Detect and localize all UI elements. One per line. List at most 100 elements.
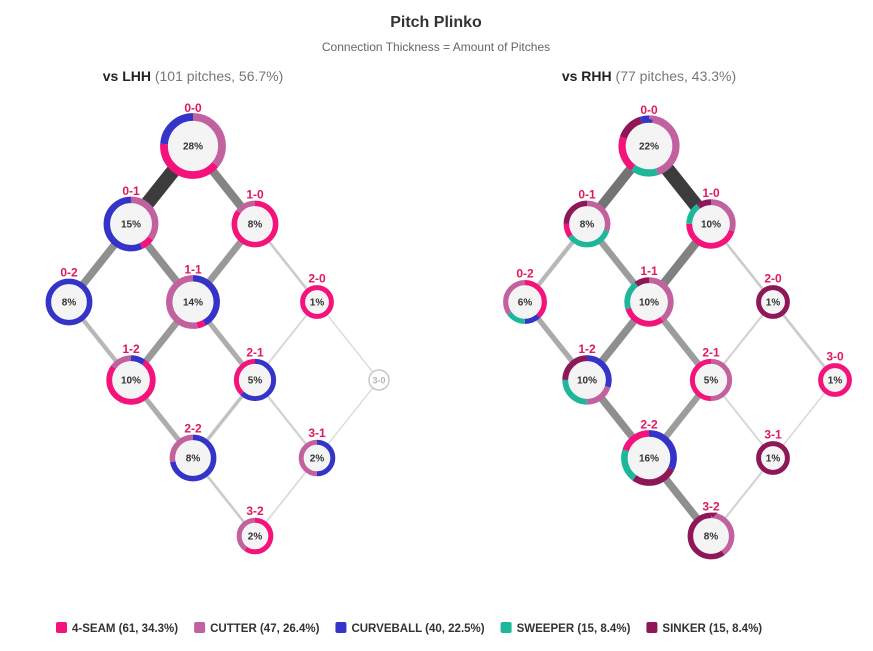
panel-title-lhh-rest: (101 pitches, 56.7%)	[155, 68, 283, 84]
node-inner	[304, 445, 330, 471]
node-inner	[168, 121, 218, 171]
chart-subtitle: Connection Thickness = Amount of Pitches	[322, 40, 550, 54]
count-node-2-1[interactable]: 5% 2-1	[233, 345, 277, 402]
ring-segment-4seam	[621, 430, 677, 486]
node-inner	[823, 368, 847, 392]
node-pct-label: 1%	[766, 454, 781, 465]
legend-sep: ,	[135, 623, 141, 635]
node-pct-label: 28%	[183, 142, 203, 153]
ring-segment-curve	[45, 278, 93, 326]
node-count-label: 2-0	[308, 272, 326, 286]
ring-segment-cutter	[298, 439, 336, 477]
node-inner	[51, 284, 87, 320]
node-count-label: 2-1	[246, 345, 264, 359]
count-node-2-0[interactable]: 1% 2-0	[756, 272, 790, 319]
node-count-label: 1-0	[702, 186, 720, 200]
node-pct-label: 16%	[639, 454, 659, 465]
ring-segment-4seam	[160, 113, 226, 179]
ring-segment-sweeper	[563, 200, 611, 248]
count-node-0-1[interactable]: 8% 0-1	[563, 187, 611, 248]
count-node-0-0[interactable]: 22% 0-0	[618, 103, 680, 177]
legend-label: CUTTER (47, 26.4%)	[210, 623, 319, 635]
ring-segment-4seam	[233, 358, 277, 402]
ring-segment-cutter	[169, 434, 217, 482]
node-pct-label: 2%	[310, 454, 325, 465]
node-count-label: 0-1	[578, 187, 596, 201]
node-inner	[237, 206, 273, 242]
connections	[522, 141, 837, 539]
node-inner	[172, 281, 214, 323]
ring-segment-sinker	[756, 285, 790, 319]
count-node-0-0[interactable]: 28% 0-0	[160, 101, 226, 179]
count-node-0-2[interactable]: 8% 0-2	[45, 265, 93, 326]
node-count-label: 1-1	[184, 262, 202, 276]
count-node-1-2[interactable]: 10% 1-2	[106, 342, 156, 405]
chart-title: Pitch Plinko	[390, 14, 482, 31]
node-pct-label: 8%	[580, 220, 595, 231]
legend-count: 15	[713, 623, 726, 635]
node-pct-label: 10%	[121, 376, 141, 387]
ring-segment-4seam	[618, 115, 680, 177]
count-node-1-0[interactable]: 10% 1-0	[686, 186, 736, 249]
count-node-1-0[interactable]: 8% 1-0	[231, 187, 279, 248]
node-count-label: 3-2	[702, 499, 720, 513]
count-node-2-2[interactable]: 8% 2-2	[169, 421, 217, 482]
count-node-3-1[interactable]: 1% 3-1	[756, 428, 790, 475]
ring-segment-sweeper	[618, 115, 680, 177]
count-node-2-1[interactable]: 5% 2-1	[689, 345, 733, 402]
node-pct-label: 3-0	[372, 376, 385, 386]
legend-name: 4-SEAM	[72, 623, 115, 635]
node-pct-label: 10%	[639, 298, 659, 309]
ring-segment-sinker	[562, 355, 612, 405]
legend-close: )	[316, 623, 320, 635]
legend-item-cutter[interactable]: CUTTER (47, 26.4%)	[194, 622, 320, 635]
node-count-label: 2-0	[764, 272, 782, 286]
ring-segment-sinker	[563, 200, 611, 248]
node-inner	[630, 283, 668, 321]
node-count-label: 0-2	[516, 267, 534, 281]
legend-label: 4-SEAM (61, 34.3%)	[72, 623, 178, 635]
legend-name: CURVEBALL	[351, 623, 422, 635]
legend-close: )	[481, 623, 485, 635]
ring-segment-sinker	[756, 441, 790, 475]
node-count-label: 2-1	[702, 345, 720, 359]
legend-open: (	[706, 623, 713, 635]
legend-pct: 26.4%	[283, 623, 316, 635]
legend-item-4seam[interactable]: 4-SEAM (61, 34.3%)	[56, 622, 178, 635]
ring-segment-sweeper	[562, 355, 612, 405]
legend-item-sweeper[interactable]: SWEEPER (15, 8.4%)	[500, 622, 631, 635]
legend-item-sinker[interactable]: SINKER (15, 8.4%)	[646, 622, 762, 635]
node-inner	[110, 203, 152, 245]
node-count-label: 1-0	[246, 187, 264, 201]
count-node-2-0[interactable]: 1% 2-0	[300, 272, 334, 319]
count-node-3-0[interactable]: 3-0	[368, 369, 390, 391]
node-inner	[175, 440, 211, 476]
node-pct-label: 1%	[828, 376, 843, 387]
count-node-3-1[interactable]: 2% 3-1	[298, 426, 336, 477]
legend-count: 40	[429, 623, 442, 635]
node-pct-label: 5%	[704, 376, 719, 387]
plinko-panel-rhh: 22% 0-0 8% 0-1 10% 1-0 6% 0-2 10% 1-1 1% 2-0 10% 1-2 5…	[503, 103, 852, 560]
legend-count: 15	[581, 623, 594, 635]
count-node-1-2[interactable]: 10% 1-2	[562, 342, 612, 405]
legend-item-curve[interactable]: CURVEBALL (40, 22.5%)	[335, 622, 485, 635]
node-inner	[370, 371, 388, 389]
count-node-0-2[interactable]: 6% 0-2	[503, 267, 547, 324]
ring-segment-sinker	[687, 512, 735, 560]
count-node-2-2[interactable]: 16% 2-2	[621, 417, 677, 486]
count-node-3-0[interactable]: 1% 3-0	[818, 350, 852, 397]
legend-pct: 34.3%	[142, 623, 175, 635]
legend-swatch	[335, 622, 347, 633]
node-count-label: 0-2	[60, 265, 78, 279]
legend-label: SWEEPER (15, 8.4%)	[517, 623, 631, 635]
legend-open: (	[574, 623, 581, 635]
node-count-label: 3-0	[826, 350, 844, 364]
node-pct-label: 22%	[639, 142, 659, 153]
count-node-3-2[interactable]: 2% 3-2	[236, 504, 274, 555]
count-node-0-1[interactable]: 15% 0-1	[103, 184, 159, 252]
count-node-1-1[interactable]: 10% 1-1	[624, 264, 674, 327]
count-node-1-1[interactable]: 14% 1-1	[166, 262, 220, 329]
count-node-3-2[interactable]: 8% 3-2	[687, 499, 735, 560]
ring-segment-cutter	[106, 355, 156, 405]
